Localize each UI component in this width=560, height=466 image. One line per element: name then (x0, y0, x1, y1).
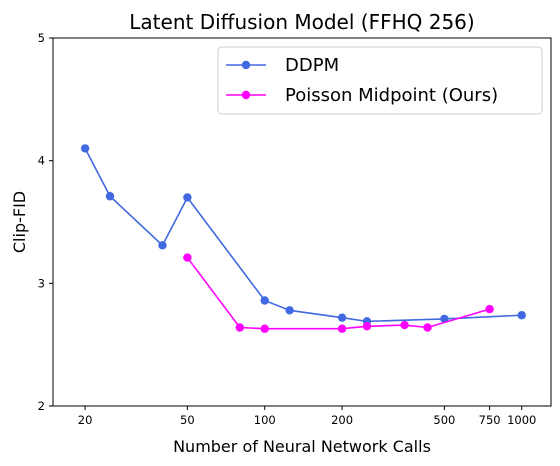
x-tick-label: 200 (331, 413, 353, 427)
data-point (158, 241, 167, 250)
y-tick-label: 5 (38, 31, 45, 45)
chart-title: Latent Diffusion Model (FFHQ 256) (129, 10, 474, 34)
legend-label: Poisson Midpoint (Ours) (285, 85, 498, 106)
data-point (423, 323, 432, 332)
data-point (260, 324, 269, 333)
legend-item: Poisson Midpoint (Ours) (226, 85, 498, 106)
y-axis: 2 3 4 5 (38, 31, 53, 413)
x-tick-label: 500 (433, 413, 455, 427)
data-point (80, 144, 90, 153)
data-point (400, 320, 409, 330)
legend-swatch-marker (241, 90, 251, 100)
data-point (362, 322, 372, 331)
plot-area (52, 37, 552, 407)
legend-swatch-marker (241, 60, 251, 70)
data-point (337, 313, 347, 322)
x-tick-label: 20 (78, 413, 93, 427)
data-point (485, 304, 494, 314)
data-point (235, 323, 245, 332)
data-point (440, 314, 449, 324)
x-axis: 20 50 100 200 500 750 1000 (78, 406, 536, 427)
x-tick-label: 750 (479, 413, 501, 427)
data-point (183, 193, 192, 202)
data-point (517, 311, 526, 320)
x-tick-label: 1000 (507, 413, 536, 427)
series-1 (80, 144, 526, 326)
plot-frame (52, 37, 552, 407)
x-axis-label: Number of Neural Network Calls (173, 437, 431, 456)
legend: DDPM Poisson Midpoint (Ours) (217, 46, 543, 115)
y-tick-label: 2 (38, 399, 45, 413)
series-2 (183, 253, 494, 333)
legend-frame (217, 46, 543, 115)
legend-label: DDPM (285, 55, 339, 76)
y-tick-label: 4 (38, 154, 45, 168)
data-point (337, 324, 347, 333)
x-tick-label: 100 (254, 413, 276, 427)
series-line (84, 148, 522, 323)
y-axis-label: Clip-FID (10, 191, 29, 253)
data-point (260, 296, 269, 305)
data-point (183, 253, 192, 262)
x-tick-label: 50 (180, 413, 195, 427)
data-point (105, 192, 115, 201)
series-layer (80, 144, 526, 333)
y-tick-label: 3 (38, 276, 45, 290)
data-point (285, 306, 294, 315)
legend-item: DDPM (226, 55, 339, 76)
